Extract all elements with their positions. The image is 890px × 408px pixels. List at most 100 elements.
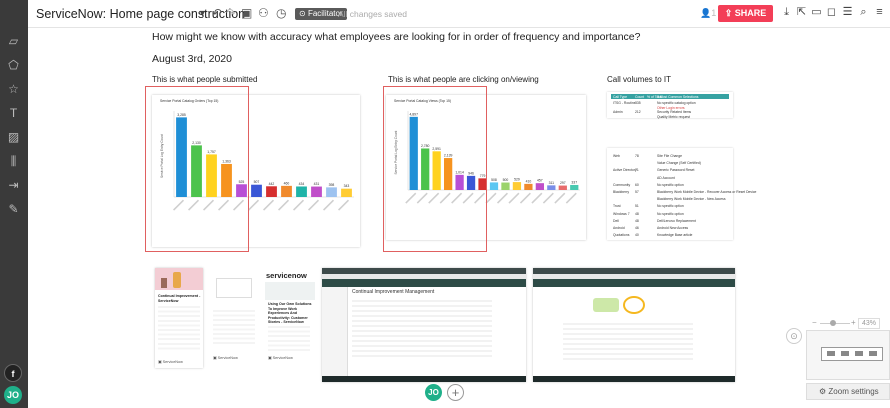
table-cell: 60 bbox=[635, 182, 639, 187]
zoom-handle[interactable] bbox=[830, 320, 836, 326]
download-icon[interactable]: ⤓ bbox=[784, 6, 789, 18]
fit-to-screen-icon[interactable]: ⊙ bbox=[786, 328, 802, 344]
search-icon[interactable]: ⌕ bbox=[860, 6, 867, 18]
timer-icon[interactable]: ◷ bbox=[276, 6, 287, 20]
list-icon[interactable]: ☰ bbox=[842, 6, 853, 18]
incognito-icon[interactable]: ⚇ bbox=[258, 6, 269, 20]
table-cell: No specific option bbox=[657, 182, 684, 187]
bar bbox=[221, 163, 232, 197]
views-bar-chart: Service Portal Catalog Views (Top 15) Ser… bbox=[394, 99, 580, 204]
bar-value-label: 434 bbox=[299, 182, 305, 186]
export-icon[interactable]: ⇥ bbox=[8, 178, 19, 192]
category-tick-label bbox=[323, 199, 335, 211]
bar-value-label: 2,780 bbox=[421, 144, 430, 148]
table-row: Community 60 No specific option bbox=[611, 181, 729, 191]
collaborator-avatar[interactable]: JO bbox=[425, 384, 442, 401]
shapes-icon[interactable]: ⬠ bbox=[8, 58, 19, 72]
table-cell: Generic Password Reset bbox=[657, 168, 695, 173]
table-cell: Dell/Lenovo Replacement bbox=[657, 218, 696, 223]
board-title[interactable]: ServiceNow: Home page construction bbox=[36, 7, 246, 21]
bar bbox=[421, 148, 430, 190]
call-volume-table-top[interactable]: Call Type Count% of Total 5 Most Common Se… bbox=[607, 92, 733, 119]
pen-icon[interactable]: ✎ bbox=[8, 202, 19, 216]
table-cell: 212 bbox=[635, 110, 641, 114]
bar-value-label: 297 bbox=[560, 181, 566, 185]
table-cell: 40 bbox=[635, 233, 639, 238]
minimap[interactable] bbox=[806, 330, 890, 380]
call-volume-table-bottom[interactable]: Web 78 Site File Change Value Change (Self … bbox=[607, 148, 756, 240]
star-icon[interactable]: ☆ bbox=[8, 82, 19, 96]
undo-icon[interactable]: ↶ bbox=[212, 6, 223, 20]
table-cell: ITSG - Routine bbox=[613, 101, 636, 105]
highlight-box[interactable] bbox=[383, 86, 487, 252]
zoom-level[interactable]: 43% bbox=[858, 318, 881, 329]
web-clip-card[interactable]: servicenow Using Our Own Solutions To Im… bbox=[265, 268, 315, 368]
frame-icon[interactable]: ▣ bbox=[241, 6, 253, 20]
category-tick-label bbox=[308, 199, 320, 211]
card-body bbox=[213, 310, 255, 346]
bar bbox=[478, 178, 487, 190]
user-count[interactable]: 👤1 bbox=[700, 8, 716, 19]
caption-submitted[interactable]: This is what people submitted bbox=[152, 75, 258, 84]
bar bbox=[558, 185, 567, 190]
share-button[interactable]: ⇪ SHARE bbox=[718, 5, 773, 22]
table-cell: Count bbox=[635, 94, 645, 99]
date-text[interactable]: August 3rd, 2020 bbox=[152, 53, 232, 65]
table-cell: Site File Change bbox=[657, 154, 683, 158]
user-avatar[interactable]: JO bbox=[4, 386, 22, 404]
screenshot-thumbnail[interactable] bbox=[533, 268, 735, 382]
facilitator-button[interactable]: ⊙ Facilitator bbox=[295, 8, 347, 20]
table-row: Blackberry Work Mobile Device - New Acce… bbox=[611, 195, 729, 205]
table-cell: 51 bbox=[635, 204, 639, 209]
bar-value-label: 410 bbox=[526, 179, 532, 183]
badge-icon[interactable]: f bbox=[4, 364, 22, 382]
bar-value-label: 779 bbox=[480, 174, 486, 178]
card-title: Continual Improvement - ServiceNow bbox=[158, 294, 201, 303]
table-header-row: Call Type Count% of Total 5 Most Common Se… bbox=[611, 94, 729, 99]
category-tick-label bbox=[554, 192, 566, 204]
zoom-in-icon[interactable]: + bbox=[851, 318, 856, 327]
bar bbox=[266, 186, 277, 197]
table-cell: No specific option bbox=[657, 211, 684, 216]
caption-calls[interactable]: Call volumes to IT bbox=[607, 75, 672, 84]
zoom-out-icon[interactable]: − bbox=[812, 318, 817, 327]
table-cell: No specific catalog option bbox=[657, 101, 696, 105]
comment-icon[interactable]: ▭ bbox=[811, 6, 822, 18]
bar bbox=[432, 151, 441, 190]
redo-icon[interactable]: ↷ bbox=[226, 6, 237, 20]
bar bbox=[281, 185, 292, 197]
app-logo[interactable] bbox=[0, 0, 28, 28]
chart-title: Service Portal Catalog Orders (Top 15) bbox=[160, 99, 218, 103]
add-collaborator-button[interactable]: + bbox=[447, 384, 464, 401]
table-cell: Blackberry bbox=[613, 190, 630, 194]
table-row: Windows 7 48 No specific option bbox=[611, 210, 729, 220]
table-cell: 5 Most Common Selections bbox=[657, 94, 699, 99]
zoom-slider[interactable]: − + bbox=[808, 318, 888, 330]
share-screen-icon[interactable]: ⇱ bbox=[796, 6, 807, 18]
web-clip-card[interactable]: ▣ ServiceNow bbox=[210, 268, 258, 368]
table-cell: Android New Access bbox=[657, 226, 689, 230]
menu-icon[interactable]: ≡ bbox=[876, 6, 883, 18]
chevron-down-icon[interactable]: ▼ bbox=[198, 8, 207, 18]
table-cell: 78 bbox=[635, 154, 639, 158]
zoom-settings-label: Zoom settings bbox=[828, 387, 879, 396]
bar-value-label: 2,591 bbox=[432, 147, 441, 151]
highlight-box[interactable] bbox=[145, 86, 249, 252]
chart-card-orders[interactable]: Service Portal Catalog Orders (Top 15) Se… bbox=[152, 95, 360, 247]
image-icon[interactable]: ▨ bbox=[7, 130, 20, 144]
table-cell: AD Account bbox=[657, 175, 675, 180]
user-count-value: 1 bbox=[711, 8, 717, 18]
zoom-settings-button[interactable]: ⚙ Zoom settings bbox=[806, 383, 890, 400]
screenshot-thumbnail[interactable]: Continual Improvement Management bbox=[322, 268, 526, 382]
category-tick-label bbox=[218, 199, 230, 211]
caption-clicking[interactable]: This is what people are clicking on/view… bbox=[388, 75, 539, 84]
table-row: Other Login errors bbox=[611, 104, 729, 114]
text-icon[interactable]: T bbox=[9, 106, 18, 120]
note-icon[interactable]: ▱ bbox=[8, 34, 19, 48]
question-text[interactable]: How might we know with accuracy what emp… bbox=[152, 31, 641, 43]
chat-icon[interactable]: ◻ bbox=[826, 6, 837, 18]
bar-value-label: 337 bbox=[571, 180, 577, 184]
web-clip-card[interactable]: Continual Improvement - ServiceNow ▣ Ser… bbox=[155, 268, 203, 368]
library-icon[interactable]: ⫼ bbox=[10, 154, 17, 168]
table-cell: Security Related Items bbox=[657, 110, 692, 114]
